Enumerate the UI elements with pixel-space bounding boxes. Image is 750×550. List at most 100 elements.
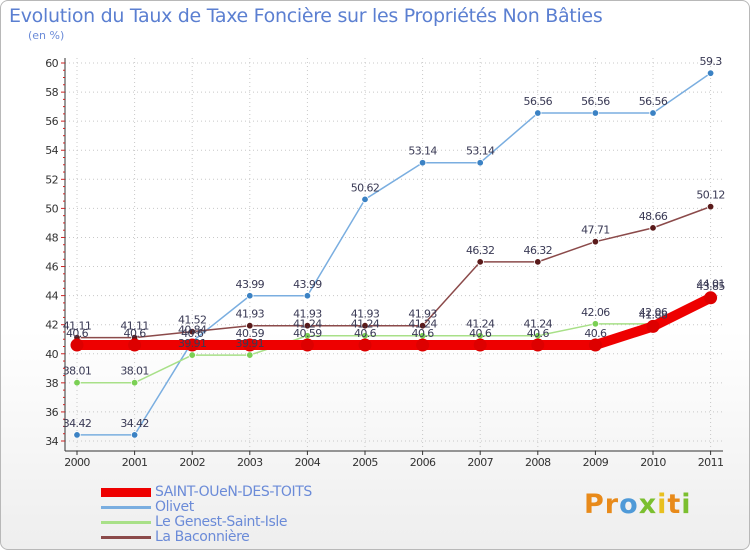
legend-label: SAINT-OUeN-DES-TOITS xyxy=(155,484,312,500)
series-line xyxy=(76,72,712,436)
legend-swatch xyxy=(101,488,151,497)
data-label: 53.14 xyxy=(408,145,437,158)
legend-item-le-genest-saint-isle: Le Genest-Saint-Isle xyxy=(101,514,401,530)
data-label: 40.6 xyxy=(66,327,89,340)
x-tick-label: 2003 xyxy=(237,456,263,469)
x-tick-label: 2001 xyxy=(122,456,148,469)
data-point xyxy=(416,338,430,352)
data-label: 40.84 xyxy=(178,324,207,337)
data-label: 40.6 xyxy=(412,327,435,340)
data-label: 44.01 xyxy=(696,277,725,290)
data-point xyxy=(188,351,196,359)
data-label: 43.85 xyxy=(696,280,725,293)
x-tick-label: 2005 xyxy=(352,456,378,469)
legend-swatch xyxy=(101,536,151,539)
data-label: 40.59 xyxy=(236,327,265,340)
data-label: 46.32 xyxy=(524,244,553,257)
data-point xyxy=(303,292,312,300)
x-tick-label: 2007 xyxy=(467,456,493,469)
legend-label: La Baconnière xyxy=(155,529,250,545)
data-label: 40.6 xyxy=(124,327,147,340)
data-point xyxy=(303,322,312,330)
data-point xyxy=(418,159,427,167)
data-label: 41.11 xyxy=(120,320,149,333)
legend-item-olivet: Olivet xyxy=(101,499,401,515)
data-point xyxy=(188,327,196,336)
data-point xyxy=(185,338,199,352)
y-tick-label: 42 xyxy=(45,319,58,332)
data-label: 43.99 xyxy=(293,278,322,291)
data-label: 59.3 xyxy=(700,55,723,68)
logo-letter: i xyxy=(681,489,692,520)
data-label: 42.06 xyxy=(639,306,668,319)
data-label: 53.14 xyxy=(466,145,495,158)
data-label: 34.42 xyxy=(63,417,92,430)
data-point xyxy=(70,338,84,352)
data-point xyxy=(649,109,657,117)
data-point xyxy=(128,338,142,352)
chart-title: Evolution du Taux de Taxe Foncière sur l… xyxy=(9,5,603,27)
x-tick-label: 2004 xyxy=(295,456,321,469)
data-label: 42.06 xyxy=(581,306,610,319)
y-tick-label: 44 xyxy=(45,290,58,303)
y-tick-label: 36 xyxy=(45,406,58,419)
legend-swatch xyxy=(101,521,151,524)
data-label: 41.24 xyxy=(351,318,380,331)
y-tick-label: 38 xyxy=(45,377,58,390)
data-label: 46.32 xyxy=(466,244,495,257)
data-label: 40.6 xyxy=(527,327,550,340)
data-label: 41.93 xyxy=(293,308,322,321)
data-point xyxy=(361,322,369,330)
series-lines xyxy=(70,69,718,439)
y-tick-label: 58 xyxy=(45,86,58,99)
legend-label: Olivet xyxy=(155,499,194,515)
data-label: 50.12 xyxy=(696,189,725,202)
data-label: 41.24 xyxy=(466,318,495,331)
data-label: 41.52 xyxy=(178,314,207,327)
data-label: 41.11 xyxy=(63,320,92,333)
logo-letter: i xyxy=(657,489,668,520)
data-label: 40.6 xyxy=(354,327,377,340)
data-point xyxy=(243,338,257,352)
data-point xyxy=(706,69,715,77)
line-chart: 34 36 38 40 42 44 46 48 50 52 54 56 58 60 2000 2001 2002… xyxy=(45,55,726,469)
data-label: 56.56 xyxy=(639,95,668,108)
y-axis-unit: (en %) xyxy=(28,29,65,42)
data-point xyxy=(706,202,715,211)
grid xyxy=(65,58,723,451)
x-tick-label: 2006 xyxy=(410,456,436,469)
data-label: 41.93 xyxy=(236,308,265,321)
data-point xyxy=(73,431,81,439)
data-label: 56.56 xyxy=(524,95,553,108)
data-point xyxy=(473,338,487,352)
data-label: 40.59 xyxy=(293,327,322,340)
x-tick-label: 2009 xyxy=(583,456,609,469)
data-point xyxy=(649,224,657,232)
x-tick-label: 2002 xyxy=(179,456,205,469)
data-labels: 40.6 40.6 40.6 40.59 40.59 40.6 40.6 40.6 40.6 40… xyxy=(63,55,726,430)
data-label: 41.24 xyxy=(408,318,437,331)
data-point xyxy=(246,292,254,300)
data-label: 47.71 xyxy=(581,224,610,237)
data-point xyxy=(591,237,600,246)
logo-letter: x xyxy=(638,489,658,520)
data-point xyxy=(418,322,427,330)
y-tick-label: 56 xyxy=(45,115,58,128)
data-label: 41.24 xyxy=(524,318,553,331)
y-tick-label: 46 xyxy=(45,261,58,274)
data-label: 41.93 xyxy=(351,308,380,321)
logo-letter: P xyxy=(584,489,605,520)
data-point xyxy=(476,258,484,266)
data-label: 34.42 xyxy=(120,417,149,430)
data-point xyxy=(534,258,542,266)
data-point xyxy=(534,109,542,117)
data-point xyxy=(246,351,254,359)
y-tick-label: 54 xyxy=(45,144,58,157)
data-label: 41.88 xyxy=(639,308,668,321)
data-label: 38.01 xyxy=(120,365,149,378)
x-tick-label: 2000 xyxy=(64,456,90,469)
logo-letter: r xyxy=(604,489,620,520)
data-point xyxy=(361,195,369,204)
y-tick-label: 48 xyxy=(45,231,58,244)
